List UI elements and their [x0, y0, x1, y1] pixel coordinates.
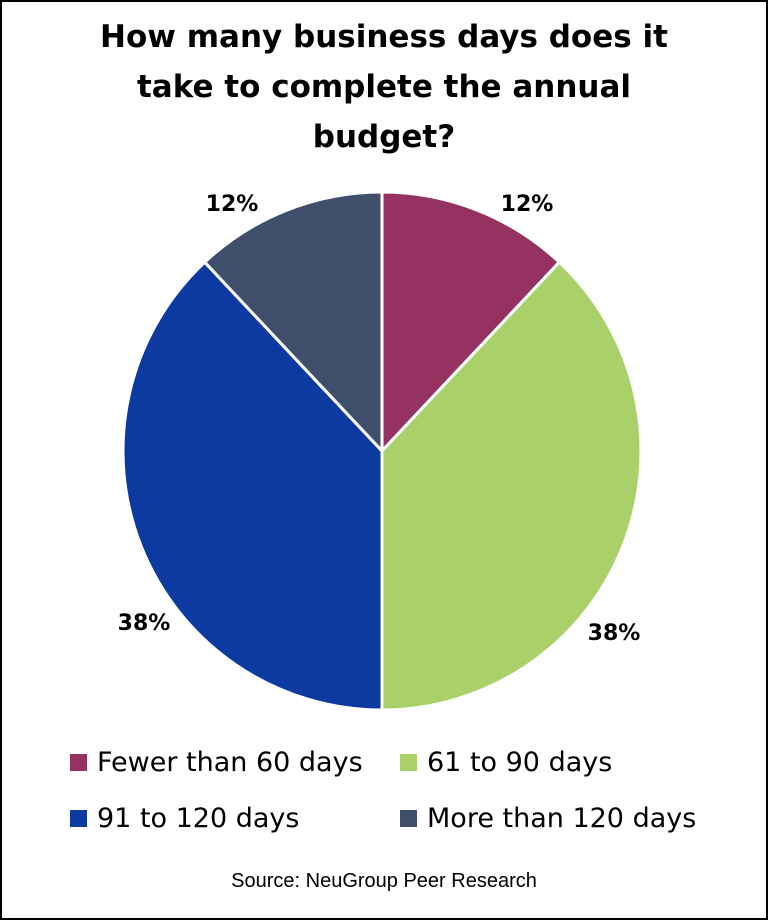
data-label: 12%: [206, 192, 259, 217]
pie-slice-61-to-90-days: [380, 260, 643, 712]
legend-swatch: [70, 810, 87, 827]
legend-label: Fewer than 60 days: [97, 747, 363, 778]
chart-title: How many business days does it take to c…: [100, 19, 668, 155]
legend-item-fewer-than-60: Fewer than 60 days: [70, 747, 363, 778]
legend-item-61-to-90: 61 to 90 days: [400, 747, 612, 778]
pie-slice-91-to-120-days: [121, 260, 384, 712]
legend-swatch: [400, 810, 417, 827]
legend-label: More than 120 days: [427, 803, 697, 834]
source-note: Source: NeuGroup Peer Research: [231, 870, 537, 892]
pie-slice-more-than-120-days: [202, 190, 384, 455]
legend-swatch: [70, 754, 87, 771]
pie-slice-fewer-than-60-days: [380, 190, 562, 455]
legend-item-more-than-120: More than 120 days: [400, 803, 696, 834]
legend-swatch: [400, 754, 417, 771]
data-label: 38%: [118, 611, 171, 636]
data-label: 38%: [588, 621, 641, 646]
data-label: 12%: [501, 192, 554, 217]
legend-item-91-to-120: 91 to 120 days: [70, 803, 299, 834]
legend-label: 61 to 90 days: [427, 747, 613, 778]
legend-label: 91 to 120 days: [97, 803, 300, 834]
